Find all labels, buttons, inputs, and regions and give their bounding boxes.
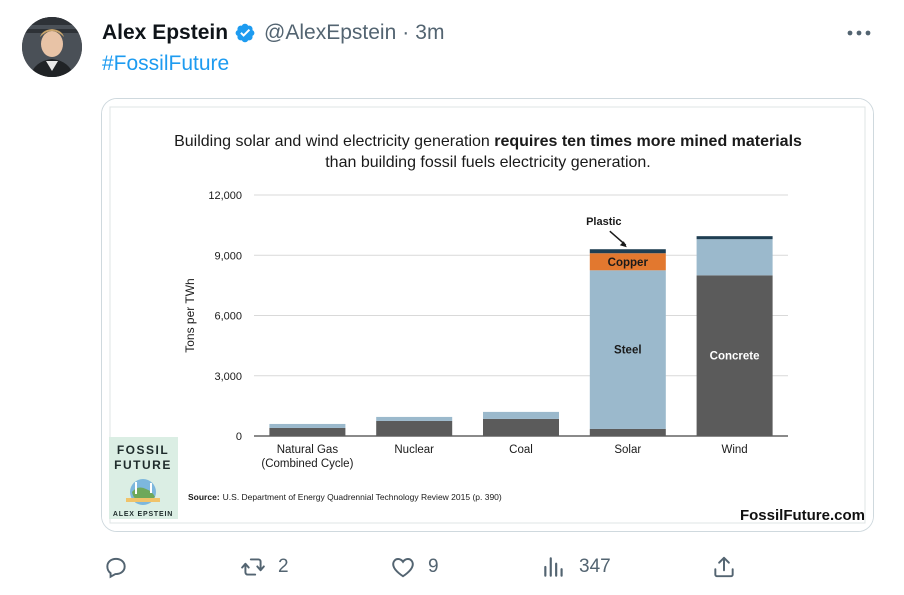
x-tick-label: (Combined Cycle) [261,458,353,470]
reply-button[interactable] [103,552,141,582]
views-count: 347 [579,556,611,577]
y-tick-label: 6,000 [214,311,242,323]
annotation-steel: Steel [614,345,642,357]
bar-segment-concrete [589,428,666,436]
x-tick-label: Natural Gas [277,444,339,456]
y-tick-label: 3,000 [214,371,242,383]
bar-segment-plastic [589,249,666,254]
bar-segment-steel [483,411,559,419]
chart-annotations: Plastic Copper Steel Concrete [586,216,759,362]
x-tick-label: Wind [721,444,747,456]
bar-segment-steel [696,239,773,276]
tweet-media-image[interactable]: Building solar and wind electricity gene… [101,98,874,532]
annotation-copper: Copper [608,257,649,269]
bar-segment-steel [376,416,453,421]
x-tick-label: Nuclear [394,444,434,456]
like-count: 9 [428,556,439,577]
heart-icon [392,558,414,578]
annotation-concrete: Concrete [710,351,760,363]
author-name[interactable]: Alex Epstein [102,21,229,44]
chart-source-text: U.S. Department of Energy Quadrennial Te… [223,492,502,502]
chart-title-normal: Building solar and wind electricity gene… [174,133,494,150]
chart-title-line1: Building solar and wind electricity gene… [174,133,802,150]
avatar-image [22,17,82,77]
annotation-plastic: Plastic [586,216,621,228]
bar-segment-steel [269,423,346,428]
annotation-arrow-head [619,241,627,248]
retweet-icon [241,558,265,576]
retweet-button[interactable]: 2 [240,552,289,582]
retweet-count: 2 [278,556,289,577]
y-tick-label: 0 [236,431,242,443]
y-tick-label: 12,000 [208,190,242,202]
chart-y-ticks: 0 3,000 6,000 9,000 12,000 [208,190,242,443]
website-label: FossilFuture.com [740,507,865,524]
hashtag-link[interactable]: #FossilFuture [102,52,230,75]
views-icon [544,557,563,577]
book-cover-background [109,437,178,519]
bar-segment-concrete [376,420,453,436]
chart-title-bold: requires ten times more mined materials [494,133,802,150]
verified-badge-icon [234,22,256,44]
bar-segment-steel [589,270,666,429]
more-options-button[interactable] [842,22,876,44]
chart-bars [269,236,773,436]
bar-segment-copper [589,253,666,271]
x-tick-label: Coal [509,444,533,456]
tweet-header: Alex Epstein @AlexEpstein · 3m [102,18,444,48]
bar-segment-concrete [696,275,773,436]
separator-dot: · [402,21,410,44]
share-icon [714,556,734,578]
y-tick-label: 9,000 [214,250,242,262]
x-tick-label: Solar [614,444,641,456]
book-cover-author: ALEX EPSTEIN [113,511,173,518]
tweet-timestamp[interactable]: 3m [415,21,445,44]
chart-x-ticks: Natural Gas (Combined Cycle) Nuclear Coal So… [261,444,747,470]
bar-segment-plastic [696,236,773,240]
views-button[interactable]: 347 [541,552,611,582]
reply-icon [106,557,126,579]
chart-source-label: Source: [188,492,220,502]
chart-title-line2: than building fossil fuels electricity g… [325,154,651,171]
author-avatar[interactable] [22,17,82,77]
book-cover-earth-illustration [126,479,160,505]
media-frame [109,106,866,524]
bar-segment-concrete [269,427,346,436]
chart-source: Source: U.S. Department of Energy Quadren… [188,492,502,502]
book-cover-title-line1: FOSSIL [117,443,169,457]
chart-y-axis-label: Tons per TWh [183,278,197,352]
like-button[interactable]: 9 [390,552,439,582]
book-cover: FOSSIL FUTURE ALEX EPSTEIN [109,437,178,519]
book-cover-title-line2: FUTURE [114,458,172,472]
author-handle[interactable]: @AlexEpstein [264,21,397,44]
bar-segment-concrete [483,418,559,436]
more-icon [847,30,871,36]
chart-svg: Building solar and wind electricity gene… [102,99,873,531]
tweet-action-bar: 2 9 347 [0,552,904,582]
share-button[interactable] [711,552,737,582]
